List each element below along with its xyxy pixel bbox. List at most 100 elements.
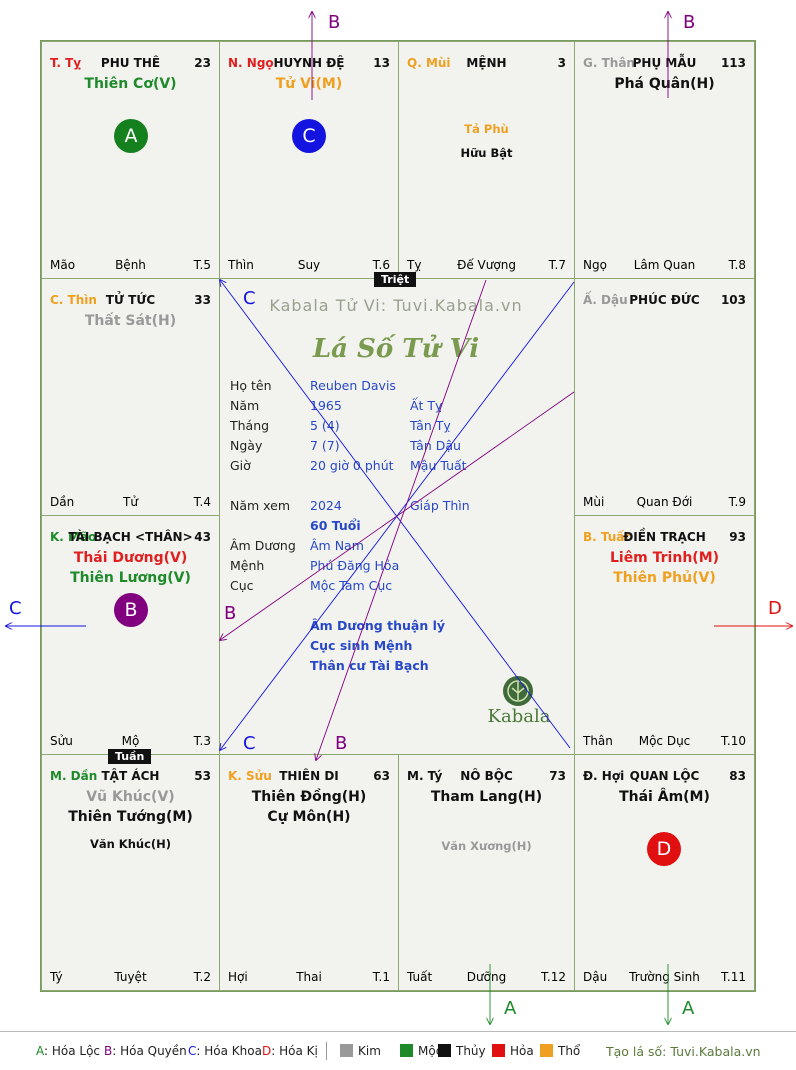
palace-name: NÔ BỘC [460,769,513,783]
palace-header: K. Mão TÀI BẠCH <THÂN> 43 [50,530,211,546]
arrow-label-c: C [243,288,256,309]
life-stage-label: Mộc Dục [638,734,691,748]
info-can-chi: Tân Dậu [410,438,461,453]
palace-footer: Tỵ Đế Vượng T.7 [407,256,566,272]
palace-header: B. Tuất ĐIỀN TRẠCH 93 [583,530,746,546]
color-swatch [438,1044,451,1057]
life-stage-label: Đế Vượng [457,258,516,272]
legend-hoa-key: C [188,1044,197,1058]
branch-label: Sửu [50,734,73,748]
color-swatch [492,1044,505,1057]
minor-star: Tả Phù [464,122,509,136]
major-star: Thái Âm(M) [619,789,710,805]
legend-element-item: Mộc [400,1044,442,1058]
palace-position: Q. Mùi [407,56,451,70]
color-swatch [540,1044,553,1057]
major-star: Tử Vi(M) [275,76,343,92]
major-star: Cự Môn(H) [267,809,351,825]
palace-header: M. Tý NÔ BỘC 73 [407,769,566,785]
arrow-label-b: B [335,733,348,754]
legend-element-item: Hỏa [492,1044,534,1058]
major-star: Phá Quân(H) [614,76,715,92]
minor-star: Hữu Bật [460,146,513,160]
palace-header: K. Sửu THIÊN DI 63 [228,769,390,785]
branch-label: Tỵ [407,258,422,272]
palace-number: 3 [557,56,566,70]
legend-hoa-key: D [262,1044,272,1058]
palace-number: 23 [194,56,211,70]
legend-element-item: Thổ [540,1044,580,1058]
palace-position: T. Tỵ [50,56,82,70]
palace-number: 103 [720,293,746,307]
palace-dien-trach: B. Tuất ĐIỀN TRẠCH 93 Liêm Trinh(M) Thiên Ph… [574,515,755,755]
palace-quan-loc: Đ. Hợi QUAN LỘC 83 Thái Âm(M) D Dậu Trường Sin… [574,754,755,991]
palace-number: 63 [373,769,390,783]
legend-hoa-key: A [36,1044,44,1058]
legend-element-item: Thủy [438,1044,486,1058]
info-value: 20 giờ 0 phút [310,458,394,473]
palace-phuc-duc: Ấ. Dậu PHÚC ĐỨC 103 Mùi Quan Đới T.9 [574,278,755,516]
palace-number: 93 [729,530,746,544]
legend-hoa-text: : Hóa Khoa [196,1044,262,1058]
watermark-text: Kabala Tử Vi: Tuvi.Kabala.vn [269,296,523,315]
arrow-label-a: A [504,998,517,1019]
legend-element-text: Thủy [456,1044,486,1058]
legend-hoa-text: : Hóa Kị [271,1044,318,1058]
palace-position: M. Dần [50,769,98,783]
branch-label: Mùi [583,495,605,509]
branch-label: Thân [583,734,613,748]
decade-label: T.11 [721,970,746,984]
palace-footer: Sửu Mộ T.3 [50,732,211,748]
info-label: Tháng [230,418,270,433]
legend-element-item: Kim [340,1044,381,1058]
decade-label: T.6 [372,258,390,272]
legend-element-text: Kim [358,1044,381,1058]
info-value: 60 Tuổi [310,518,361,533]
info-value: Phú Đăng Hỏa [310,558,400,573]
note-line: Thân cư Tài Bạch [310,658,429,673]
info-can-chi: Tân Tỵ [410,418,451,433]
major-star: Thất Sát(H) [84,313,177,329]
palace-footer: Hợi Thai T.1 [228,968,390,984]
palace-number: 33 [194,293,211,307]
palace-name: PHU THÊ [100,56,161,70]
palace-number: 53 [194,769,211,783]
major-star: Thiên Tướng(M) [68,809,193,825]
center-info-panel: Kabala Tử Vi: Tuvi.Kabala.vn Lá Số Tử Vi… [218,278,574,754]
palace-tat-ach: M. Dần TẬT ÁCH 53 Vũ Khúc(V) Thiên Tướng(M) V… [41,754,220,991]
palace-footer: Mùi Quan Đới T.9 [583,493,746,509]
info-value: Mộc Tam Cục [310,578,393,593]
palace-position: Ấ. Dậu [583,293,628,307]
info-value: 7 (7) [310,438,340,453]
branch-label: Tý [50,970,63,984]
palace-name: TỬ TỨC [105,293,156,307]
major-star: Liêm Trinh(M) [609,550,720,566]
chart-title: Lá Số Tử Vi [312,334,480,364]
note-line: Âm Dương thuận lý [310,618,446,633]
palace-position: K. Mão [50,530,97,544]
color-swatch [340,1044,353,1057]
palace-header: Đ. Hợi QUAN LỘC 83 [583,769,746,785]
life-stage-label: Suy [297,258,321,272]
palace-footer: Dậu Trường Sinh T.11 [583,968,746,984]
branch-label: Mão [50,258,76,272]
legend-divider [0,1031,796,1032]
palace-footer: Thân Mộc Dục T.10 [583,732,746,748]
palace-number: 83 [729,769,746,783]
palace-name: TÀI BẠCH <THÂN> [68,530,193,544]
legend: A: Hóa Lộc B: Hóa Quyền C: Hóa Khoa D: Hóa … [0,1032,796,1068]
decade-label: T.5 [193,258,211,272]
info-value: Âm Nam [310,538,364,553]
palace-thien-di: K. Sửu THIÊN DI 63 Thiên Đồng(H) Cự Môn(H) Hợ… [219,754,399,991]
hoa-badge: A [114,119,148,153]
triet-tag: Triệt [374,272,417,287]
palace-header: C. Thìn TỬ TỨC 33 [50,293,211,309]
major-star: Thiên Đồng(H) [251,789,367,805]
kabala-logo-icon [503,676,533,706]
legend-hoa-item: B: Hóa Quyền [104,1044,187,1058]
life-stage-label: Tuyệt [114,970,147,984]
info-can-chi: Ất Tỵ [410,398,443,413]
hoa-badge: D [647,832,681,866]
decade-label: T.8 [728,258,746,272]
palace-footer: Ngọ Lâm Quan T.8 [583,256,746,272]
